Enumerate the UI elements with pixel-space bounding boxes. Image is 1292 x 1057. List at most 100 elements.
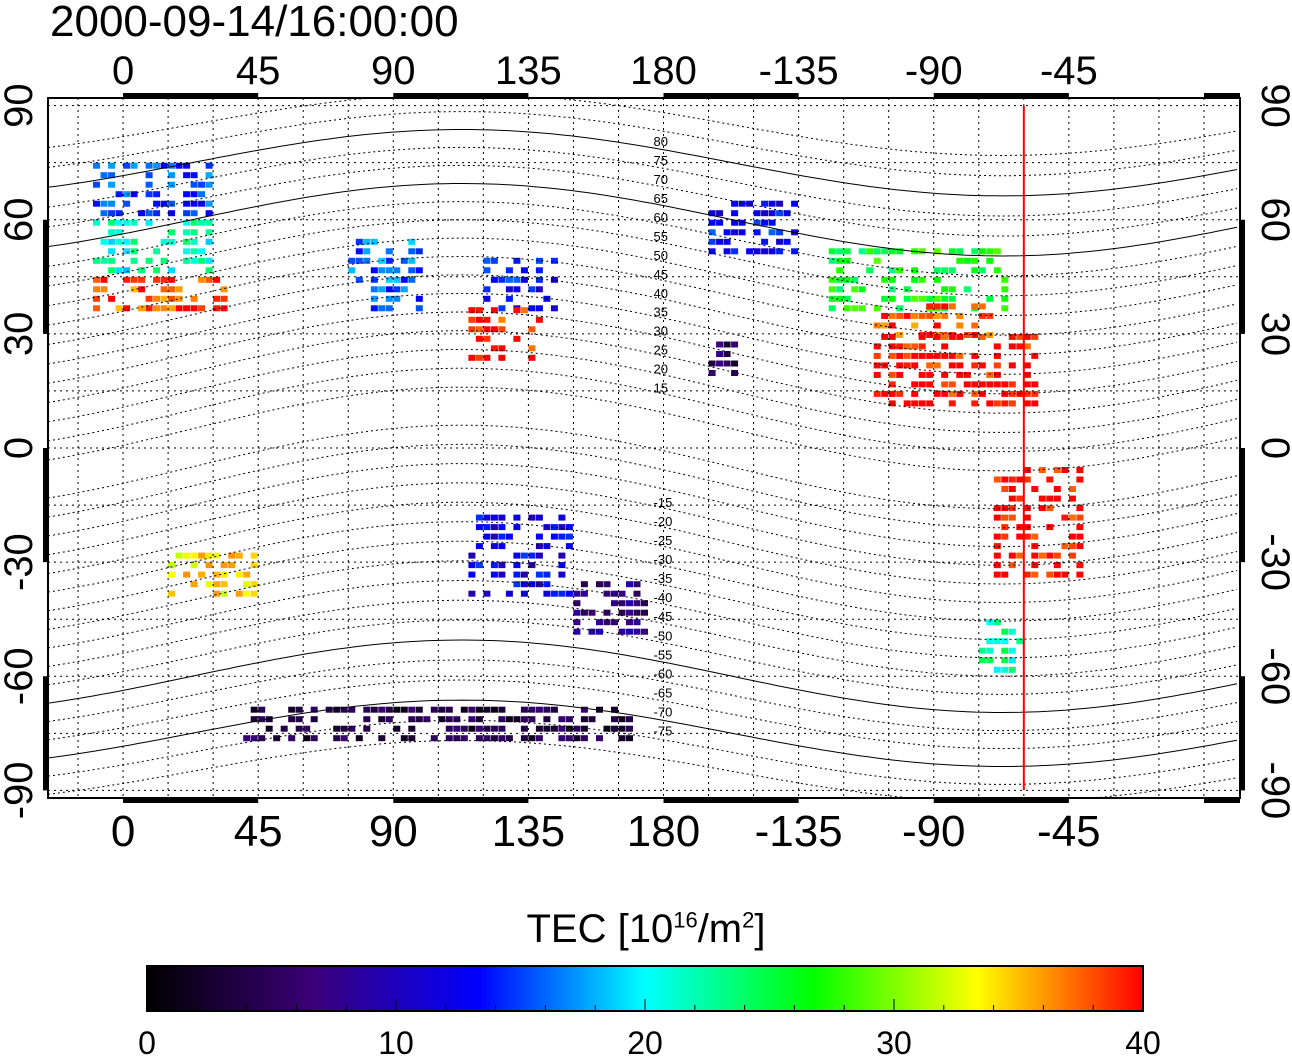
tec-pixel [618, 716, 626, 723]
tec-pixel [220, 590, 228, 597]
tec-pixel [550, 276, 558, 283]
tec-pixel [498, 524, 506, 531]
tec-pixel [385, 305, 393, 312]
tec-pixel [468, 590, 476, 597]
tec-pixel [1016, 552, 1024, 559]
tec-pixel [168, 210, 176, 217]
magnetic-latitude-label: -60 [654, 666, 673, 681]
tec-pixel [843, 276, 851, 283]
tec-pixel [138, 305, 146, 312]
tec-pixel [558, 725, 566, 732]
tec-pixel [475, 716, 483, 723]
tec-pixel [708, 360, 716, 367]
tec-pixel [168, 200, 176, 207]
tec-pixel [716, 341, 724, 348]
latitude-tick-left: 0 [0, 437, 41, 459]
tec-pixel [108, 162, 116, 169]
tec-pixel [303, 735, 311, 742]
frame-bar [663, 798, 799, 803]
tec-pixel [130, 238, 138, 245]
tec-pixel [888, 343, 896, 350]
tec-pixel [1053, 571, 1061, 578]
tec-pixel [896, 332, 904, 338]
magnetic-latitude-contour [48, 424, 1238, 510]
tec-pixel [768, 248, 776, 255]
tec-pixel [190, 581, 198, 588]
tec-pixel [948, 303, 956, 310]
tec-pixel [626, 619, 633, 626]
tec-pixel [205, 181, 213, 188]
tec-pixel [513, 335, 521, 342]
tec-pixel [498, 533, 506, 540]
tec-pixel [145, 162, 153, 169]
tec-pixel [528, 562, 536, 569]
tec-pixel [776, 229, 784, 236]
tec-pixel [108, 248, 116, 255]
magnetic-latitude-contour [48, 699, 1238, 767]
tec-pixel [400, 276, 408, 283]
magnetic-latitude-contour [48, 98, 1238, 157]
tec-pixel [550, 725, 558, 732]
tec-pixel [573, 600, 581, 607]
tec-pixel [160, 200, 168, 207]
tec-pixel [453, 716, 461, 723]
tec-pixel [978, 657, 986, 664]
tec-pixel [1053, 552, 1061, 559]
tec-pixel [1008, 333, 1016, 340]
tec-pixel [190, 257, 198, 264]
tec-pixel [1031, 486, 1039, 492]
tec-pixel [873, 352, 881, 359]
tec-pixel [153, 200, 161, 207]
tec-pixel [978, 647, 986, 654]
tec-pixel [498, 725, 506, 732]
tec-pixel [873, 257, 881, 264]
tec-pixel [1076, 533, 1084, 540]
tec-pixel [475, 335, 483, 342]
tec-pixel [580, 725, 588, 732]
tec-pixel [385, 267, 393, 274]
latitude-tick-left: 90 [0, 83, 41, 128]
tec-pixel [490, 326, 498, 333]
tec-pixel [791, 200, 799, 207]
tec-pixel [738, 200, 746, 207]
tec-pixel [505, 590, 513, 597]
tec-pixel [993, 371, 1001, 378]
magnetic-latitude-contours [48, 98, 1238, 798]
tec-pixel [483, 354, 491, 361]
tec-pixel [941, 295, 949, 302]
tec-pixel [348, 267, 356, 274]
tec-pixel [153, 276, 161, 283]
tec-pixel [723, 341, 731, 348]
tec-pixel [941, 286, 949, 293]
tec-pixel [986, 248, 994, 255]
tec-pixel [370, 305, 378, 312]
tec-pixel [198, 181, 206, 188]
tec-pixel [213, 590, 221, 597]
tec-pixel [918, 248, 926, 255]
tec-pixel [483, 590, 491, 597]
tec-pixel [1046, 524, 1054, 531]
tec-pixel [986, 638, 994, 645]
tec-pixel [761, 238, 769, 245]
tec-pixel [295, 706, 303, 713]
tec-pixel [933, 303, 941, 310]
magnetic-latitude-label: -15 [654, 495, 673, 510]
tec-pixel [213, 581, 221, 588]
tec-pixel [941, 267, 949, 274]
tec-pixel [836, 295, 844, 302]
tec-pixel [520, 581, 528, 588]
magnetic-latitude-contour [48, 386, 1238, 472]
tec-pixel [1008, 400, 1016, 407]
tec-pixel [153, 191, 161, 198]
tec-pixel [911, 343, 919, 350]
tec-pixel [933, 312, 941, 319]
lat-lon-grid [48, 98, 1240, 798]
tec-pixel [941, 352, 949, 359]
tec-pixel [1053, 495, 1061, 502]
tec-pixel [948, 295, 956, 302]
tec-pixel [490, 276, 498, 283]
tec-pixel [881, 276, 889, 283]
tec-pixel [550, 590, 558, 597]
tec-pixel [528, 581, 536, 588]
